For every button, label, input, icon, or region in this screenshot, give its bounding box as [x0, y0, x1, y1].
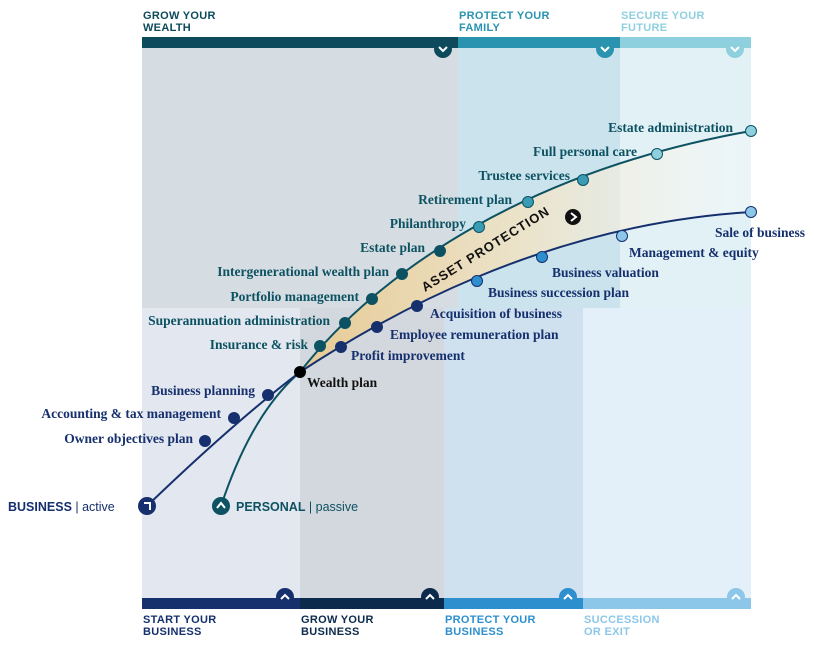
bottom-stage-bar — [583, 598, 751, 609]
personal-milestone-dot[interactable] — [339, 317, 351, 329]
business-milestone-label: Employee remuneration plan — [390, 327, 559, 342]
zone-grow-wealth — [142, 48, 458, 308]
personal-milestone-label: Insurance & risk — [210, 337, 309, 352]
top-stage-1: GROW YOUR WEALTH — [142, 10, 458, 58]
chevron-down-icon[interactable] — [596, 40, 614, 58]
business-milestone-dot[interactable] — [471, 275, 483, 287]
business-milestone-dot[interactable] — [371, 321, 383, 333]
bottom-stage-3: PROTECT YOUR BUSINESS — [444, 588, 583, 638]
business-milestone-label: Business valuation — [552, 265, 659, 280]
personal-milestone-label: Retirement plan — [418, 192, 512, 207]
business-journey-line — [146, 211, 752, 507]
personal-start-icon[interactable] — [212, 497, 230, 515]
business-milestone-dot[interactable] — [262, 389, 274, 401]
asset-protection-band — [300, 131, 751, 372]
chevron-down-icon[interactable] — [434, 40, 452, 58]
personal-milestone-label: Intergenerational wealth plan — [217, 264, 389, 279]
business-milestone-dot[interactable] — [536, 251, 548, 263]
bottom-stage-title: GROW YOUR BUSINESS — [301, 614, 374, 638]
top-stage-title: PROTECT YOUR FAMILY — [459, 10, 550, 34]
business-milestone-dot[interactable] — [199, 435, 211, 447]
chevron-up-icon[interactable] — [276, 588, 294, 606]
business-start-label: BUSINESS | active — [8, 500, 115, 514]
top-stage-title: SECURE YOUR FUTURE — [621, 10, 705, 34]
personal-milestone-dot[interactable] — [314, 340, 326, 352]
bottom-stage-title: START YOUR BUSINESS — [143, 614, 217, 638]
chevron-up-icon[interactable] — [421, 588, 439, 606]
top-stage-bar — [458, 37, 620, 48]
business-milestone-label: Profit improvement — [351, 348, 465, 363]
business-milestone-dot[interactable] — [616, 230, 628, 242]
business-milestone-label: Acquisition of business — [430, 306, 562, 321]
personal-milestone-label: Superannuation administration — [148, 313, 330, 328]
wealth-plan-dot[interactable] — [294, 366, 306, 378]
personal-journey-line — [220, 130, 752, 507]
top-stage-bar — [142, 37, 458, 48]
top-stage-title: GROW YOUR WEALTH — [143, 10, 216, 34]
business-milestone-dot[interactable] — [745, 206, 757, 218]
top-stage-3: SECURE YOUR FUTURE — [620, 10, 751, 58]
personal-milestone-label: Estate plan — [360, 240, 425, 255]
personal-milestone-dot[interactable] — [366, 293, 378, 305]
personal-milestone-dot[interactable] — [745, 125, 757, 137]
wealth-plan-label: Wealth plan — [307, 375, 378, 390]
business-milestone-dot[interactable] — [228, 412, 240, 424]
chevron-up-icon[interactable] — [727, 588, 745, 606]
personal-milestone-label: Full personal care — [533, 144, 637, 159]
personal-milestone-dot[interactable] — [396, 268, 408, 280]
business-milestone-label: Accounting & tax management — [41, 406, 221, 421]
top-stage-2: PROTECT YOUR FAMILY — [458, 10, 620, 58]
business-start-icon[interactable] — [138, 497, 156, 515]
personal-milestone-label: Portfolio management — [230, 289, 359, 304]
bottom-stage-title: PROTECT YOUR BUSINESS — [445, 614, 536, 638]
zone-protect-business — [444, 308, 583, 598]
top-stage-bar — [620, 37, 751, 48]
personal-milestone-label: Estate administration — [608, 120, 733, 135]
business-milestone-label: Sale of business — [715, 225, 805, 240]
bottom-stage-title: SUCCESSION OR EXIT — [584, 614, 660, 638]
chevron-up-icon[interactable] — [559, 588, 577, 606]
personal-start-label: PERSONAL | passive — [236, 500, 358, 514]
bottom-stage-bar — [142, 598, 300, 609]
personal-milestone-dot[interactable] — [434, 245, 446, 257]
personal-milestone-dot[interactable] — [651, 148, 663, 160]
bottom-stage-1: START YOUR BUSINESS — [142, 588, 300, 638]
bottom-stage-bar — [300, 598, 444, 609]
personal-milestone-label: Trustee services — [478, 168, 570, 183]
bottom-stage-2: GROW YOUR BUSINESS — [300, 588, 444, 638]
personal-milestone-dot[interactable] — [577, 174, 589, 186]
business-milestone-label: Business planning — [151, 383, 255, 398]
business-milestone-dot[interactable] — [335, 341, 347, 353]
business-milestone-label: Business succession plan — [488, 285, 630, 300]
business-milestone-label: Owner objectives plan — [64, 431, 193, 446]
chevron-down-icon[interactable] — [726, 40, 744, 58]
zone-start-business — [142, 308, 300, 598]
bottom-stage-4: SUCCESSION OR EXIT — [583, 588, 751, 638]
business-milestone-label: Management & equity — [629, 245, 759, 260]
personal-milestone-dot[interactable] — [522, 196, 534, 208]
asset-protection-arrow-icon[interactable] — [565, 209, 581, 225]
business-milestone-dot[interactable] — [411, 300, 423, 312]
personal-milestone-dot[interactable] — [473, 221, 485, 233]
bottom-stage-bar — [444, 598, 583, 609]
personal-milestone-label: Philanthropy — [390, 216, 467, 231]
zone-succession — [583, 308, 751, 598]
